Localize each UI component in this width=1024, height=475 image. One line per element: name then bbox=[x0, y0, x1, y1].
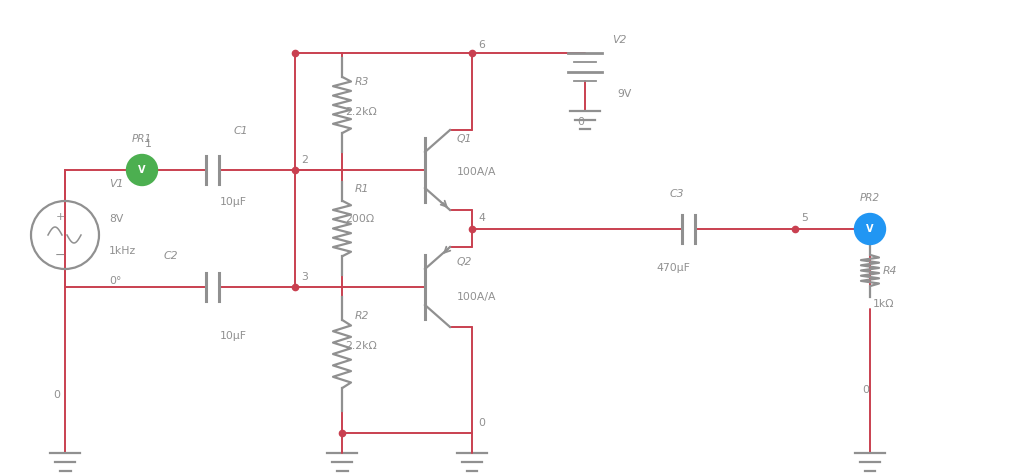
Text: 0: 0 bbox=[53, 390, 60, 400]
Text: 100A/A: 100A/A bbox=[457, 292, 497, 302]
Text: C1: C1 bbox=[234, 126, 249, 136]
Text: R2: R2 bbox=[355, 311, 370, 321]
Text: 200Ω: 200Ω bbox=[345, 214, 374, 224]
Text: R3: R3 bbox=[355, 77, 370, 87]
Text: 8V: 8V bbox=[109, 214, 123, 224]
Text: Q2: Q2 bbox=[457, 257, 472, 267]
Text: 1: 1 bbox=[145, 139, 152, 149]
Text: PR2: PR2 bbox=[860, 193, 880, 203]
Text: R4: R4 bbox=[883, 266, 897, 276]
Text: 4: 4 bbox=[478, 213, 485, 223]
Text: V: V bbox=[866, 224, 873, 234]
Text: 2: 2 bbox=[301, 155, 308, 165]
Text: C2: C2 bbox=[164, 251, 178, 261]
Text: 470μF: 470μF bbox=[656, 263, 690, 273]
Text: 9V: 9V bbox=[617, 89, 632, 99]
Text: C3: C3 bbox=[670, 189, 684, 199]
Text: 2.2kΩ: 2.2kΩ bbox=[345, 107, 377, 117]
Text: PR1: PR1 bbox=[132, 134, 152, 144]
Text: V: V bbox=[138, 165, 145, 175]
Text: 6: 6 bbox=[478, 40, 485, 50]
Text: R1: R1 bbox=[355, 184, 370, 194]
Text: +: + bbox=[55, 212, 65, 222]
Text: 10μF: 10μF bbox=[220, 197, 247, 207]
Text: −: − bbox=[54, 248, 66, 262]
Circle shape bbox=[127, 154, 158, 186]
Text: 100A/A: 100A/A bbox=[457, 167, 497, 177]
Text: 0: 0 bbox=[862, 385, 869, 395]
Text: 10μF: 10μF bbox=[220, 331, 247, 341]
Text: V1: V1 bbox=[109, 179, 123, 189]
Text: 5: 5 bbox=[801, 213, 808, 223]
Text: 3: 3 bbox=[301, 272, 308, 282]
Text: V2: V2 bbox=[612, 35, 627, 45]
Text: Q1: Q1 bbox=[457, 134, 472, 144]
Text: 0°: 0° bbox=[109, 276, 122, 286]
Circle shape bbox=[854, 213, 886, 245]
Text: 1kΩ: 1kΩ bbox=[873, 299, 895, 309]
Text: 0: 0 bbox=[478, 418, 485, 428]
Text: 1kHz: 1kHz bbox=[109, 246, 136, 256]
Text: 0: 0 bbox=[577, 117, 584, 127]
Text: 2.2kΩ: 2.2kΩ bbox=[345, 341, 377, 351]
